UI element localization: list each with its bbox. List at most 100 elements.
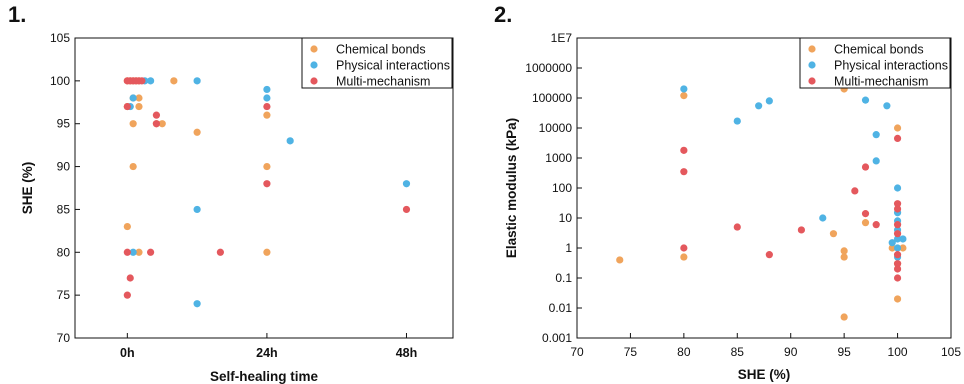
chart-2-legend-marker-chemical-bonds (808, 45, 816, 53)
chart-1-point-multi-mechanism (152, 111, 161, 119)
chart-2-point-physical-interactions (893, 184, 902, 192)
chart-1-point-chemical-bonds (135, 102, 143, 111)
chart-1-y-tick-label: 85 (57, 202, 71, 216)
chart-2-y-tick-label: 0.01 (549, 301, 573, 315)
chart-2-x-tick-label: 100 (888, 345, 908, 359)
chart-1-point-physical-interactions (193, 77, 201, 85)
chart-2-point-chemical-bonds (893, 124, 902, 132)
chart-2-y-tick-label: 100000 (532, 91, 572, 105)
chart-2-y-tick-label: 10 (559, 211, 573, 225)
chart-1-point-physical-interactions (129, 248, 137, 256)
chart-2-point-multi-mechanism (893, 205, 902, 213)
chart-2-point-chemical-bonds (680, 92, 688, 100)
chart-1-point-chemical-bonds (263, 111, 271, 119)
chart-1-x-tick-label: 48h (396, 346, 418, 360)
chart-1-x-ticks: 0h 24h 48h (120, 333, 417, 360)
chart-2-point-physical-interactions (883, 102, 891, 110)
chart-2: 0.001 0.01 0.1 1 10 100 1000 10000 100000 1000000… (504, 31, 961, 382)
chart-1-point-physical-interactions (286, 137, 294, 145)
chart-2-point-physical-interactions (819, 214, 827, 222)
chart-2-point-physical-interactions (861, 96, 870, 104)
chart-2-y-tick-label: 1000 (545, 151, 572, 165)
chart-1-y-tick-label: 70 (57, 331, 71, 345)
chart-1-point-multi-mechanism (216, 248, 224, 256)
chart-1-point-multi-mechanism (123, 291, 131, 299)
chart-1-point-chemical-bonds (123, 222, 131, 231)
chart-2-point-physical-interactions (893, 235, 902, 243)
chart-2-point-physical-interactions (765, 97, 773, 105)
chart-2-point-multi-mechanism (893, 251, 902, 259)
chart-1-x-tick-label: 0h (120, 346, 135, 360)
chart-1-point-physical-interactions (263, 94, 271, 102)
panel-1-label: 1. (8, 2, 26, 27)
chart-2-point-physical-interactions (872, 131, 880, 139)
chart-1-y-tick-label: 95 (57, 117, 71, 131)
chart-2-point-chemical-bonds (899, 244, 907, 252)
chart-2-point-physical-interactions (755, 102, 763, 110)
chart-1-point-multi-mechanism (123, 248, 131, 256)
chart-2-point-chemical-bonds (829, 230, 838, 238)
chart-1-y-tick-label: 80 (57, 245, 71, 259)
chart-2-y-tick-label: 1E7 (551, 31, 573, 45)
chart-1-point-chemical-bonds (193, 128, 201, 136)
chart-1-y-tick-label: 105 (50, 31, 70, 45)
chart-1-point-physical-interactions (129, 94, 137, 102)
chart-1-legend-marker-chemical-bonds (310, 45, 318, 53)
chart-1-point-multi-mechanism (138, 77, 146, 85)
chart-2-point-multi-mechanism (893, 200, 902, 208)
chart-2-points (616, 85, 907, 321)
chart-1-legend-box (301, 37, 453, 89)
chart-2-point-physical-interactions (888, 239, 896, 247)
chart-2-y-tick-label: 0.1 (555, 271, 572, 285)
chart-1-legend-marker-multi-mechanism (310, 77, 318, 85)
chart-2-legend: Chemical bonds Physical interactions Multi… (799, 37, 951, 89)
chart-2-legend-box (799, 37, 951, 89)
chart-1-point-multi-mechanism (147, 248, 155, 256)
chart-1-legend-marker-physical-interactions (310, 61, 318, 69)
chart-1-point-chemical-bonds (158, 120, 166, 128)
chart-1-point-physical-interactions (193, 300, 201, 308)
chart-2-point-physical-interactions (893, 244, 902, 252)
chart-2-y-tick-label: 10000 (539, 121, 573, 135)
chart-2-point-multi-mechanism (797, 226, 806, 234)
chart-2-x-tick-label: 85 (731, 345, 745, 359)
chart-2-point-multi-mechanism (893, 274, 902, 282)
chart-1-points (123, 77, 411, 308)
chart-2-point-multi-mechanism (893, 260, 902, 268)
chart-1-point-chemical-bonds (135, 248, 143, 256)
chart-2-point-multi-mechanism (893, 230, 902, 238)
chart-2-x-tick-label: 105 (941, 345, 961, 359)
chart-1-point-multi-mechanism (402, 205, 411, 214)
chart-1-point-physical-interactions (263, 85, 271, 94)
chart-2-y-tick-label: 100 (552, 181, 572, 195)
chart-2-x-ticks: 70 75 80 85 90 95 100 105 (570, 333, 961, 359)
chart-2-legend-label-multi-mechanism: Multi-mechanism (834, 75, 928, 89)
chart-2-point-chemical-bonds (888, 244, 896, 252)
chart-2-x-tick-label: 75 (624, 345, 638, 359)
chart-1-point-physical-interactions (193, 205, 201, 214)
chart-1-y-axis-title: SHE (%) (20, 162, 35, 215)
chart-2-legend-marker-physical-interactions (808, 61, 816, 69)
chart-2-point-physical-interactions (680, 85, 688, 93)
chart-2-point-chemical-bonds (840, 247, 848, 255)
chart-2-point-multi-mechanism (893, 134, 902, 143)
chart-2-legend-marker-multi-mechanism (808, 77, 816, 85)
chart-1-point-chemical-bonds (129, 120, 137, 128)
chart-2-y-ticks: 0.001 0.01 0.1 1 10 100 1000 10000 100000 1000000… (525, 31, 582, 345)
chart-1-legend-label-multi-mechanism: Multi-mechanism (336, 75, 430, 89)
chart-2-point-chemical-bonds (616, 256, 624, 264)
chart-1-y-tick-label: 75 (57, 288, 71, 302)
chart-1-point-chemical-bonds (263, 248, 271, 256)
chart-2-point-physical-interactions (899, 235, 907, 243)
chart-2-y-tick-label: 1000000 (525, 61, 572, 75)
chart-1-point-multi-mechanism (263, 102, 271, 111)
chart-2-point-physical-interactions (733, 117, 741, 125)
panel-2-label: 2. (494, 2, 512, 27)
chart-2-point-multi-mechanism (851, 187, 859, 195)
chart-1-x-axis-title: Self-healing time (210, 369, 319, 384)
chart-1-point-physical-interactions (402, 180, 411, 188)
chart-1-legend-label-physical-interactions: Physical interactions (336, 59, 450, 73)
chart-2-point-physical-interactions (872, 157, 880, 165)
chart-1-point-chemical-bonds (129, 162, 137, 171)
